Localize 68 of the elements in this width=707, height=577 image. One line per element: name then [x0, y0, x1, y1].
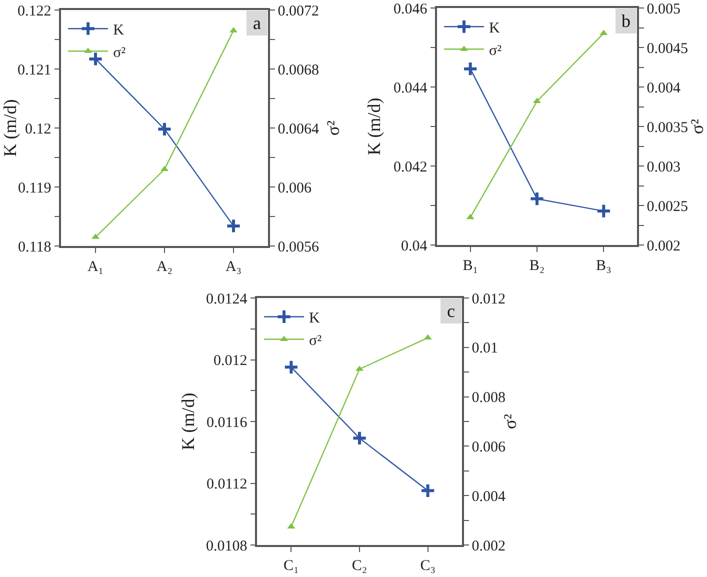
y2-tick-label: 0.002	[472, 538, 506, 554]
y-tick-label: 0.0108	[206, 538, 248, 554]
x-tick-label: C₁	[284, 558, 299, 574]
y2-axis-title: σ²	[323, 120, 344, 136]
y-axis-title: K (m/d)	[364, 98, 384, 156]
y-tick-label: 0.042	[394, 159, 428, 176]
legend-label: K	[113, 22, 124, 38]
point	[462, 61, 478, 77]
y-tick-label: 0.012	[214, 353, 248, 369]
y-tick-label: 0.0112	[206, 476, 248, 492]
point	[600, 30, 608, 36]
y2-tick-label: 0.008	[472, 390, 506, 406]
y2-tick-label: 0.01	[472, 340, 498, 357]
y-tick-label: 0.046	[394, 1, 428, 18]
y2-tick-label: 0.0072	[278, 3, 319, 20]
y2-tick-label: 0.0068	[278, 62, 319, 78]
point	[466, 214, 474, 220]
x-tick-label: A₃	[225, 258, 242, 275]
legend-label: K	[309, 310, 320, 327]
y2-tick-label: 0.012	[472, 291, 506, 308]
x-tick-label: C₃	[420, 558, 436, 574]
y2-tick-label: 0.006	[472, 439, 506, 456]
x-tick-label: C₂	[352, 558, 368, 574]
legend-label: σ²	[309, 333, 322, 350]
legend-label: K	[489, 20, 500, 36]
x-tick-label: A₂	[156, 258, 173, 275]
point	[88, 51, 104, 67]
y-tick-label: 0.0124	[206, 291, 248, 308]
point	[283, 359, 299, 375]
x-tick-label: B₁	[462, 258, 478, 274]
y2-tick-label: 0.003	[646, 159, 680, 176]
y2-axis-title: σ²	[500, 414, 520, 430]
y-tick-label: 0.0116	[206, 414, 248, 431]
y-axis-title: K (m/d)	[178, 392, 198, 450]
annotation: c	[447, 301, 455, 321]
y2-tick-label: 0.0025	[646, 198, 688, 215]
x-tick-label: B₂	[529, 258, 545, 274]
y-tick-label: 0.044	[394, 80, 428, 96]
y2-tick-label: 0.004	[472, 488, 506, 505]
y2-tick-label: 0.0045	[646, 40, 688, 57]
legend-label: σ²	[113, 44, 126, 61]
y2-axis-title: σ²	[687, 118, 707, 134]
point	[226, 218, 242, 234]
y-tick-label: 0.122	[18, 3, 52, 20]
y-tick-label: 0.121	[18, 62, 52, 78]
y-tick-label: 0.12	[25, 121, 52, 138]
y2-tick-label: 0.004	[646, 80, 681, 96]
y2-tick-label: 0.0056	[278, 239, 320, 256]
y-tick-label: 0.118	[18, 239, 52, 256]
y2-tick-label: 0.006	[278, 180, 312, 196]
y2-tick-label: 0.0064	[278, 121, 320, 138]
y-tick-label: 0.119	[18, 180, 52, 196]
point	[420, 482, 436, 498]
y2-tick-label: 0.005	[646, 1, 680, 18]
y2-tick-label: 0.002	[646, 238, 680, 254]
legend-label: σ²	[489, 42, 502, 59]
point	[156, 121, 172, 137]
x-tick-label: A₁	[87, 258, 104, 275]
point	[424, 334, 432, 340]
point	[529, 190, 545, 207]
annotation: a	[253, 13, 261, 33]
y2-tick-label: 0.0035	[646, 120, 688, 136]
x-tick-label: B₃	[596, 258, 612, 274]
point	[596, 203, 612, 219]
point	[352, 430, 368, 446]
y-axis-title: K (m/d)	[0, 99, 20, 157]
annotation: b	[622, 11, 630, 31]
y-tick-label: 0.04	[401, 238, 428, 254]
